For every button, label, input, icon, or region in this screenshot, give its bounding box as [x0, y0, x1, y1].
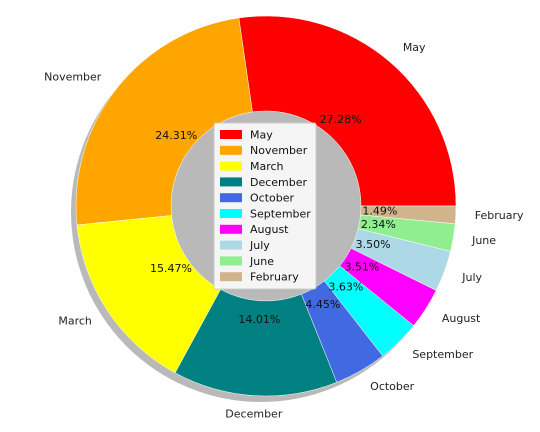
- percent-label-february: 1.49%: [362, 204, 397, 217]
- slice-may: [238, 15, 457, 207]
- legend-swatch-may: [220, 130, 242, 139]
- legend-label-february: February: [250, 271, 299, 284]
- legend-label-december: December: [250, 176, 308, 189]
- percent-labels: 27.28% 24.31% 15.47% 14.01% 4.45% 3.63% 3.51% 3…: [150, 113, 397, 326]
- legend-label-march: March: [250, 160, 284, 173]
- slice-labels: May November March December October September…: [44, 41, 524, 421]
- percent-label-august: 3.51%: [344, 261, 379, 274]
- legend-label-may: May: [250, 128, 273, 141]
- slice-label-march: March: [58, 315, 92, 328]
- legend-swatch-march: [220, 161, 242, 171]
- slice-label-november: November: [44, 70, 102, 83]
- slice-label-june: June: [471, 234, 496, 247]
- legend-swatch-november: [220, 145, 242, 155]
- slice-march: [76, 215, 221, 374]
- legend-swatch-september: [220, 209, 242, 218]
- legend-label-june: June: [249, 255, 274, 268]
- legend-label-august: August: [250, 223, 289, 236]
- percent-label-november: 24.31%: [155, 129, 197, 142]
- percent-label-october: 4.45%: [305, 298, 340, 311]
- percent-label-march: 15.47%: [150, 262, 192, 275]
- percent-label-june: 2.34%: [361, 218, 396, 231]
- percent-label-july: 3.50%: [356, 238, 391, 251]
- slice-label-may: May: [403, 41, 426, 54]
- slice-label-october: October: [370, 380, 414, 393]
- slice-label-august: August: [442, 312, 481, 325]
- donut-slices: [75, 15, 457, 397]
- legend: May November March December October September…: [213, 122, 317, 290]
- legend-label-july: July: [249, 239, 270, 252]
- legend-label-september: September: [250, 207, 311, 220]
- legend-swatch-july: [220, 240, 242, 250]
- slice-february: [360, 205, 457, 225]
- percent-label-september: 3.63%: [328, 280, 363, 293]
- legend-swatch-october: [220, 193, 242, 203]
- legend-swatch-june: [220, 256, 242, 266]
- percent-label-may: 27.28%: [320, 113, 362, 126]
- legend-swatch-august: [220, 224, 242, 234]
- slice-label-july: July: [461, 271, 482, 284]
- legend-swatch-december: [220, 177, 242, 187]
- slice-label-september: September: [412, 348, 473, 361]
- legend-label-october: October: [250, 192, 294, 205]
- legend-label-november: November: [250, 144, 308, 157]
- slice-label-february: February: [475, 209, 524, 222]
- slice-november: [75, 17, 253, 226]
- slice-label-december: December: [225, 408, 283, 421]
- percent-label-december: 14.01%: [238, 313, 280, 326]
- legend-swatch-february: [220, 272, 242, 282]
